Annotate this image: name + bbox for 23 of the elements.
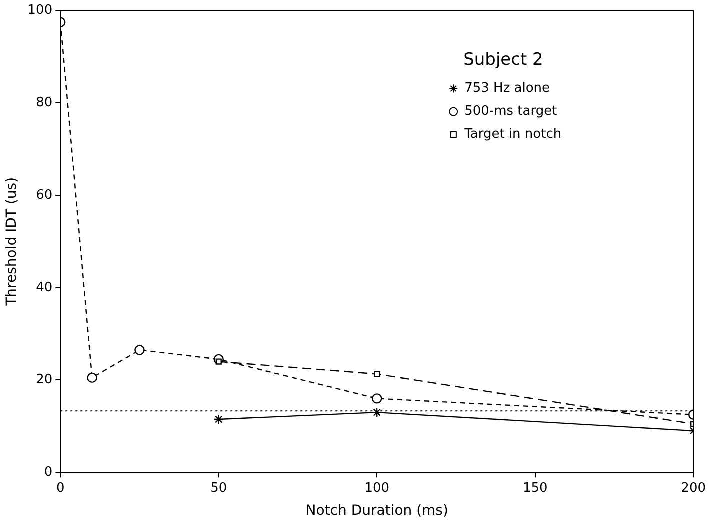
legend-label: 500-ms target: [464, 104, 558, 120]
point: [372, 407, 382, 418]
y-tick-label: 20: [36, 372, 53, 388]
x-tick-label: 50: [210, 480, 228, 496]
x-axis-title: Notch Duration (ms): [306, 503, 448, 520]
y-tick-label: 80: [36, 96, 53, 111]
point: [134, 345, 145, 356]
point: [374, 371, 380, 378]
y-tick-label: 0: [44, 464, 53, 480]
legend-label: Target in notch: [464, 127, 562, 142]
y-tick-label: 60: [36, 188, 53, 203]
x-tick-label: 150: [522, 480, 548, 496]
y-axis-title: Threshold IDT (us): [4, 177, 20, 307]
point: [372, 394, 382, 404]
x-tick-label: 100: [364, 480, 390, 496]
x-tick-label: 0: [56, 480, 65, 496]
y-tick-label: 100: [28, 3, 53, 18]
point: [87, 372, 98, 384]
y-tick-label: 40: [36, 280, 53, 296]
x-tick-label: 200: [681, 480, 706, 496]
legend-title: Subject 2: [464, 50, 544, 70]
point: [214, 414, 224, 425]
legend-label: 753 Hz alone: [464, 81, 550, 96]
